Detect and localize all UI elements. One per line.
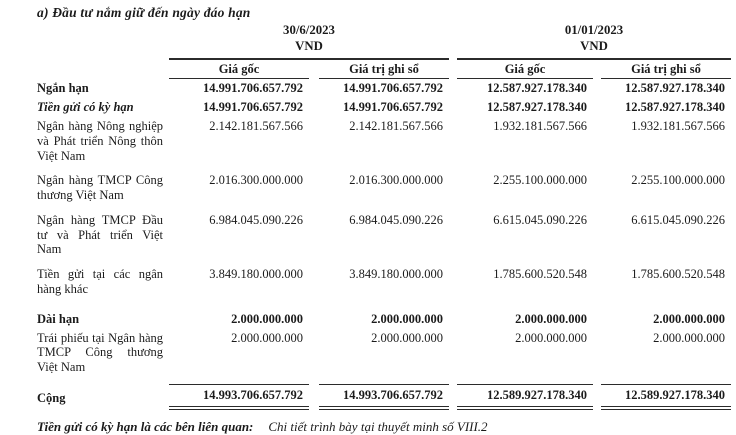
value-cell: 6.615.045.090.226 [493, 212, 587, 227]
value-cell: 2.000.000.000 [231, 330, 303, 345]
footnote-label: Tiền gửi có kỳ hạn là các bên liên quan: [37, 418, 254, 434]
footnote-text: Chi tiết trình bày tại thuyết minh số VI… [268, 418, 488, 434]
table-row-ngan-han: Ngắn hạn 14.991.706.657.792 14.991.706.6… [37, 79, 731, 99]
table-row-bidv: Ngân hàng TMCP Đầu tư và Phát triển Việt… [37, 211, 731, 265]
value-cell: 1.785.600.520.548 [631, 267, 725, 281]
row-label: Tiền gửi tại các ngân hàng khác [37, 267, 163, 296]
page-title: a) Đầu tư nắm giữ đến ngày đáo hạn [37, 5, 251, 20]
value-cell: 2.016.300.000.000 [349, 173, 443, 188]
row-label: Trái phiếu tại Ngân hàng TMCP Công thươn… [37, 330, 163, 375]
value-cell: 3.849.180.000.000 [209, 267, 303, 281]
row-label: Tiền gửi có kỳ hạn [37, 100, 134, 114]
col-header-gia-tri-ghi-so-prior: Giá trị ghi sổ [601, 58, 731, 79]
row-label: Ngân hàng TMCP Đầu tư và Phát triển Việt… [37, 212, 163, 257]
period-date-prior: 01/01/2023 [564, 23, 624, 37]
spacer-row [37, 377, 731, 385]
value-cell: 12.587.927.178.340 [487, 100, 587, 114]
value-cell: 14.991.706.657.792 [203, 81, 303, 95]
total-label: Cộng [37, 390, 66, 405]
period-date-row: 30/6/2023 01/01/2023 [37, 22, 731, 38]
value-cell: 1.932.181.567.566 [493, 119, 587, 133]
value-cell: 2.016.300.000.000 [209, 173, 303, 188]
value-cell: 2.000.000.000 [515, 311, 587, 326]
footnote: Tiền gửi có kỳ hạn là các bên liên quan:… [37, 419, 736, 435]
value-cell: 2.000.000.000 [231, 311, 303, 326]
value-cell: 2.142.181.567.566 [209, 119, 303, 133]
table-row-dai-han: Dài hạn 2.000.000.000 2.000.000.000 2.00… [37, 305, 731, 329]
value-cell: 12.587.927.178.340 [625, 81, 725, 95]
table-row-tien-gui-co-ky-han: Tiền gửi có kỳ hạn 14.991.706.657.792 14… [37, 98, 731, 117]
row-label: Ngân hàng Nông nghiệp và Phát triển Nông… [37, 119, 163, 163]
table-row-other-banks: Tiền gửi tại các ngân hàng khác 3.849.18… [37, 265, 731, 305]
value-cell: 2.000.000.000 [653, 330, 725, 345]
investments-table: 30/6/2023 01/01/2023 VND VND Giá gốc Giá… [37, 22, 731, 410]
table-row-trai-phieu: Trái phiếu tại Ngân hàng TMCP Công thươn… [37, 329, 731, 377]
value-cell: 1.785.600.520.548 [493, 267, 587, 281]
value-cell: 2.000.000.000 [371, 330, 443, 345]
value-cell: 2.000.000.000 [515, 330, 587, 345]
row-label: Dài hạn [37, 311, 80, 326]
total-value-cell: 14.993.706.657.792 [169, 383, 309, 410]
value-cell: 12.587.927.178.340 [625, 100, 725, 114]
value-cell: 14.991.706.657.792 [343, 100, 443, 114]
col-header-gia-goc-prior: Giá gốc [457, 58, 593, 79]
value-cell: 6.984.045.090.226 [209, 212, 303, 227]
column-header-row: Giá gốc Giá trị ghi sổ Giá gốc Giá trị g… [37, 58, 731, 79]
value-cell: 1.932.181.567.566 [631, 119, 725, 133]
currency-row: VND VND [37, 38, 731, 59]
row-label: Ngắn hạn [37, 80, 89, 95]
col-header-gia-goc-current: Giá gốc [169, 58, 309, 79]
col-header-gia-tri-ghi-so-current: Giá trị ghi sổ [319, 58, 449, 79]
value-cell: 12.587.927.178.340 [487, 81, 587, 95]
period-date-current: 30/6/2023 [283, 23, 335, 37]
table-row-total: Cộng 14.993.706.657.792 14.993.706.657.7… [37, 383, 731, 410]
total-value-cell: 12.589.927.178.340 [457, 383, 593, 410]
value-cell: 2.255.100.000.000 [493, 173, 587, 188]
total-value-cell: 14.993.706.657.792 [319, 383, 449, 410]
value-cell: 2.000.000.000 [371, 311, 443, 326]
value-cell: 2.000.000.000 [653, 311, 725, 326]
value-cell: 2.255.100.000.000 [631, 173, 725, 188]
currency-label-prior: VND [580, 39, 608, 53]
value-cell: 6.615.045.090.226 [631, 212, 725, 227]
value-cell: 2.142.181.567.566 [349, 119, 443, 133]
row-label: Ngân hàng TMCP Công thương Việt Nam [37, 173, 163, 202]
value-cell: 14.991.706.657.792 [343, 81, 443, 95]
total-value-cell: 12.589.927.178.340 [601, 383, 731, 410]
table-row-vietinbank-deposit: Ngân hàng TMCP Công thương Việt Nam 2.01… [37, 171, 731, 211]
table-row-agribank: Ngân hàng Nông nghiệp và Phát triển Nông… [37, 117, 731, 171]
value-cell: 3.849.180.000.000 [349, 267, 443, 281]
value-cell: 14.991.706.657.792 [203, 100, 303, 114]
value-cell: 6.984.045.090.226 [349, 212, 443, 227]
currency-label-current: VND [295, 39, 323, 53]
